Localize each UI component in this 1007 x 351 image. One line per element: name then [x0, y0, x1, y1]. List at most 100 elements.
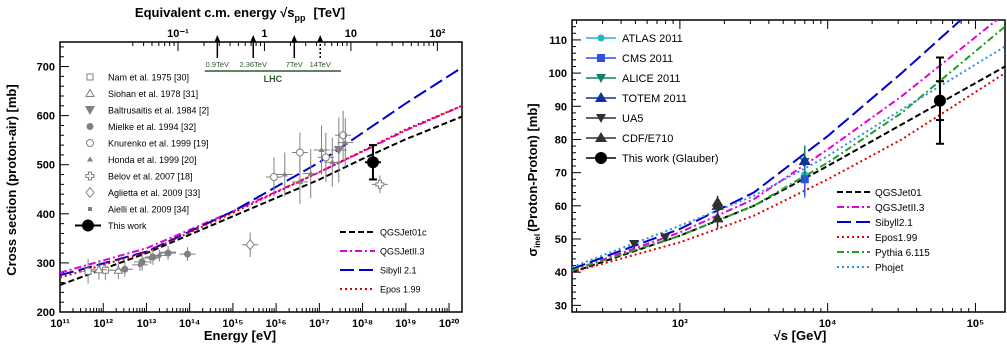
left-data-point — [318, 147, 325, 152]
left-x-tick-label: 10¹⁹ — [395, 318, 416, 330]
right-x-tick-label: 10⁴ — [819, 318, 837, 330]
top-x-tick-label: 10⁻¹ — [167, 28, 189, 40]
left-data-point — [296, 178, 303, 184]
right-y-tick-label: 100 — [549, 68, 567, 80]
left-legend-label: Knurenko et al. 1999 [19] — [108, 139, 209, 149]
left-data-point — [245, 238, 255, 251]
left-legend-model-label: QGSJet01c — [380, 228, 427, 238]
left-y-tick-label: 700 — [37, 62, 55, 74]
lhc-arrow-head — [214, 35, 221, 42]
right-x-axis-label: √s [GeV] — [774, 328, 827, 343]
right-y-label-sub: inel — [533, 234, 542, 248]
top-x-tick-label: 10 — [345, 28, 357, 40]
right-y-tick-label: 80 — [555, 134, 567, 146]
right-legend-label: This work (Glauber) — [622, 153, 719, 165]
left-data-point — [269, 173, 278, 181]
right-legend-label: CDF/E710 — [622, 133, 673, 145]
left-legend-label: Siohan et al. 1978 [31] — [108, 89, 198, 99]
lhc-energy-label: 14TeV — [310, 60, 331, 69]
left-data-point — [166, 250, 171, 255]
left-data-point — [333, 146, 344, 155]
right-y-tick-label: 40 — [555, 267, 567, 279]
left-x-tick-label: 10¹³ — [137, 318, 157, 330]
left-x-tick-label: 10²⁰ — [439, 318, 460, 330]
right-model-curve — [572, 45, 1005, 269]
lhc-energy-label: 0.9TeV — [206, 60, 229, 69]
left-legend-model-label: Sibyll 2.1 — [380, 266, 417, 276]
left-legend-marker — [82, 219, 94, 232]
right-data-point — [933, 94, 946, 107]
left-x-tick-label: 10¹² — [93, 318, 113, 330]
right-legend-marker — [596, 74, 606, 83]
left-x-tick-label: 10¹⁵ — [222, 318, 243, 330]
left-data-point — [321, 153, 330, 162]
right-legend-marker — [597, 54, 605, 62]
left-x-tick-label: 10¹⁸ — [352, 318, 373, 330]
right-x-tick-label: 10⁵ — [967, 318, 984, 330]
top-axis-title: Equivalent c.m. energy √spp [TeV] — [135, 5, 345, 23]
right-model-curve — [572, 20, 999, 272]
right-legend-marker — [596, 114, 606, 123]
left-legend-model-label: QGSJetII.3 — [380, 247, 425, 257]
left-data-point — [184, 250, 192, 258]
right-model-curve — [572, 25, 1005, 272]
left-legend-marker — [86, 73, 94, 81]
right-data-point — [629, 239, 640, 249]
right-legend-marker — [595, 152, 607, 164]
right-y-tick-label: 30 — [555, 300, 567, 312]
left-data-point — [281, 171, 288, 177]
right-legend-label: ATLAS 2011 — [622, 33, 683, 45]
left-x-tick-label: 10¹⁷ — [309, 318, 330, 330]
left-legend-label: Baltrusaitis et al. 1984 [2] — [108, 106, 209, 116]
right-model-curve — [572, 72, 1005, 274]
left-legend-model-label: Epos 1.99 — [380, 285, 421, 295]
left-x-tick-label: 10¹¹ — [50, 318, 70, 330]
right-y-label-sigma: σ — [525, 248, 540, 257]
right-y-axis-label: σinel (Proton-Proton) [mb] — [525, 103, 542, 256]
left-data-point — [94, 264, 104, 274]
right-data-point — [798, 155, 811, 166]
left-legend-label: Belov et al. 2007 [18] — [108, 172, 193, 182]
left-y-tick-label: 600 — [37, 111, 55, 123]
left-data-point — [307, 170, 314, 176]
left-data-point — [366, 156, 379, 169]
left-data-point — [342, 139, 349, 145]
left-chart: Equivalent c.m. energy √spp [TeV] Cross s… — [4, 5, 463, 343]
left-data-point — [121, 265, 129, 273]
left-y-tick-label: 300 — [37, 258, 55, 270]
left-legend-marker — [86, 139, 94, 147]
right-legend-model-label: QGSJet01 — [875, 188, 922, 199]
right-legend-model-label: Sibyll2.1 — [875, 218, 913, 229]
left-y-tick-label: 500 — [37, 160, 55, 172]
top-x-tick-label: 1 — [261, 28, 267, 40]
left-legend-label: Nam et al. 1975 [30] — [108, 73, 189, 83]
left-legend-marker — [85, 186, 95, 199]
left-x-axis-label: Energy [eV] — [204, 328, 276, 343]
right-x-tick-label: 10³ — [672, 318, 688, 330]
right-data-point — [800, 175, 809, 184]
left-legend-marker — [85, 106, 95, 115]
lhc-energy-label: 2.36TeV — [239, 60, 267, 69]
left-legend-marker — [85, 171, 95, 181]
right-chart: σinel (Proton-Proton) [mb] √s [GeV] 10³ 10… — [525, 19, 1006, 343]
left-legend-marker — [86, 123, 94, 130]
left-legend-label: This work — [108, 221, 147, 231]
right-legend-label: ALICE 2011 — [622, 73, 681, 85]
left-model-curve — [59, 104, 463, 279]
lhc-arrow-head — [317, 35, 324, 42]
right-legend-model-label: Epos1.99 — [875, 233, 918, 244]
right-data-point — [660, 233, 671, 243]
right-legend-label: CMS 2011 — [622, 53, 673, 65]
left-y-axis-label: Cross section (proton-air) [mb] — [4, 84, 19, 275]
right-legend-model-label: Phojet — [875, 263, 904, 274]
lhc-arrow-head — [250, 35, 257, 42]
right-y-tick-label: 50 — [555, 234, 567, 246]
left-legend-label: Aglietta et al. 2009 [33] — [108, 188, 200, 198]
left-legend-marker — [88, 207, 92, 211]
right-legend-marker — [595, 132, 607, 142]
top-x-tick-label: 10² — [429, 28, 445, 40]
right-legend-marker — [597, 34, 605, 42]
left-model-curve — [59, 115, 463, 286]
left-data-point — [137, 262, 142, 267]
left-data-point — [157, 253, 162, 258]
